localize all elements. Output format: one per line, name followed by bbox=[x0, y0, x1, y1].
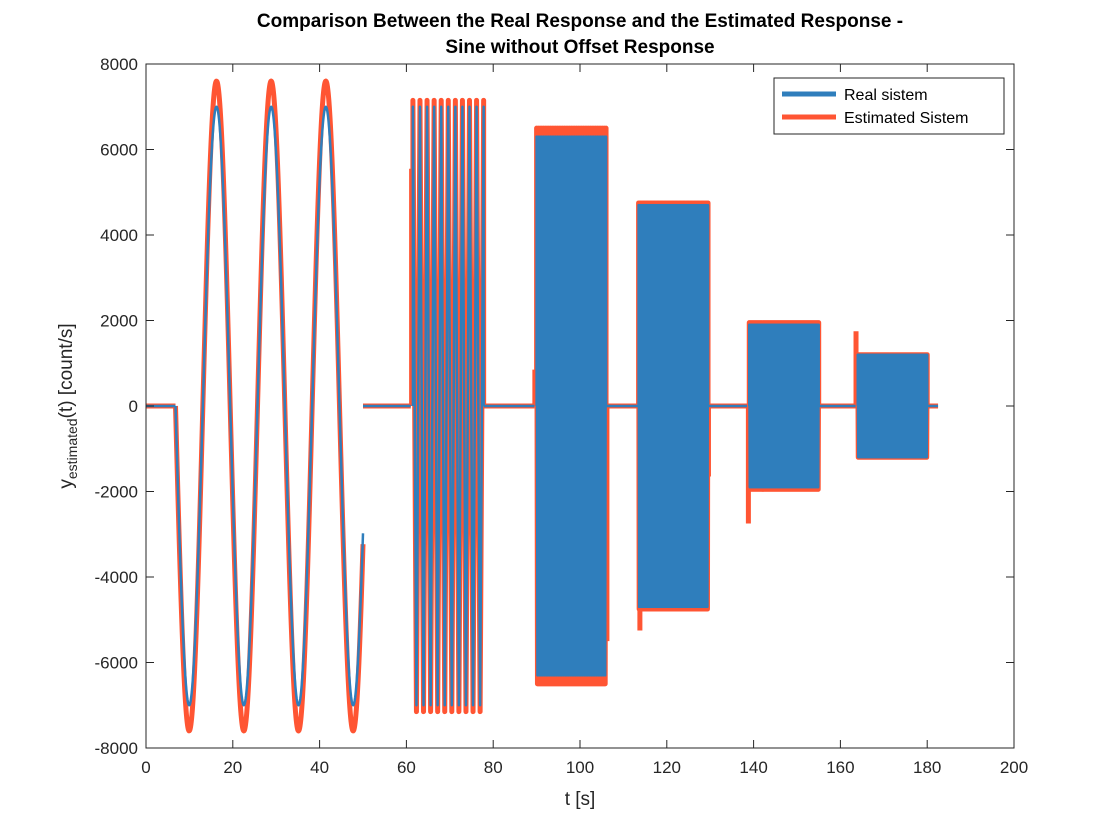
x-tick-label: 200 bbox=[1000, 758, 1028, 777]
chart-title-line-2: Sine without Offset Response bbox=[445, 37, 714, 58]
x-tick-label: 100 bbox=[566, 758, 594, 777]
x-tick-label: 80 bbox=[484, 758, 503, 777]
y-tick-label: 6000 bbox=[100, 141, 138, 160]
y-tick-label: -6000 bbox=[95, 654, 138, 673]
y-axis-label-base: y bbox=[56, 479, 77, 489]
y-axis-label-subscript: estimated bbox=[64, 418, 80, 479]
legend-label-0: Real sistem bbox=[844, 87, 928, 104]
x-tick-label: 20 bbox=[223, 758, 242, 777]
y-axis-label: yestimated(t) [count/s] bbox=[56, 323, 80, 488]
y-tick-label: -4000 bbox=[95, 568, 138, 587]
legend: Real sistem Estimated Sistem bbox=[773, 77, 1005, 135]
x-tick-label: 180 bbox=[913, 758, 941, 777]
axes-layer: 0 20 40 60 80 100 120 140 160 180 200 -8000 -6000 -40… bbox=[95, 55, 1029, 777]
x-tick-label: 40 bbox=[310, 758, 329, 777]
y-axis-label-suffix: (t) [count/s] bbox=[56, 323, 77, 418]
legend-box bbox=[773, 77, 1005, 135]
y-tick-label: 0 bbox=[129, 397, 138, 416]
y-tick-label: 2000 bbox=[100, 312, 138, 331]
y-tick-label: 8000 bbox=[100, 55, 138, 74]
x-tick-label: 160 bbox=[826, 758, 854, 777]
y-tick-label: -2000 bbox=[95, 483, 138, 502]
y-tick-label: -8000 bbox=[95, 739, 138, 758]
series-line-0 bbox=[146, 105, 939, 707]
x-tick-label: 0 bbox=[141, 758, 150, 777]
y-tick-label: 4000 bbox=[100, 226, 138, 245]
x-tick-label: 60 bbox=[397, 758, 416, 777]
x-axis-label: t [s] bbox=[565, 789, 596, 810]
legend-label-1: Estimated Sistem bbox=[844, 110, 968, 127]
chart-title-line-1: Comparison Between the Real Response and… bbox=[257, 11, 903, 32]
series-layer bbox=[146, 78, 939, 734]
x-tick-label: 120 bbox=[653, 758, 681, 777]
x-tick-label: 140 bbox=[739, 758, 767, 777]
